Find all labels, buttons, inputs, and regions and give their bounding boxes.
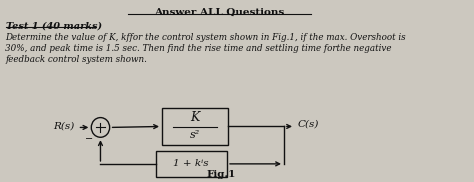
Text: 30%, and peak time is 1.5 sec. Then find the rise time and settling time forthe : 30%, and peak time is 1.5 sec. Then find… (5, 44, 392, 53)
Text: feedback control system shown.: feedback control system shown. (5, 55, 147, 64)
Text: C(s): C(s) (298, 120, 319, 129)
FancyBboxPatch shape (162, 108, 228, 145)
Text: Determine the value of K, kffor the control system shown in Fig.1, if the max. O: Determine the value of K, kffor the cont… (5, 33, 406, 42)
Text: Fig.1: Fig.1 (207, 170, 236, 179)
Text: 1 + kⁱs: 1 + kⁱs (173, 159, 209, 168)
Text: R(s): R(s) (53, 122, 74, 131)
Text: Test 1 (40 marks): Test 1 (40 marks) (6, 21, 102, 30)
Text: −: − (85, 134, 93, 144)
Text: Answer ALL Questions: Answer ALL Questions (154, 8, 284, 17)
Text: K: K (190, 111, 200, 124)
FancyBboxPatch shape (155, 151, 227, 177)
Text: s²: s² (190, 130, 200, 140)
